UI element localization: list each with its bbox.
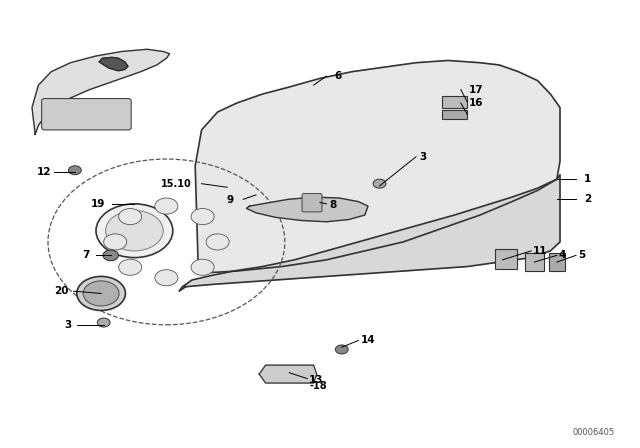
Bar — [442, 110, 467, 119]
Text: 00006405: 00006405 — [572, 428, 614, 437]
Circle shape — [206, 234, 229, 250]
Text: 5: 5 — [578, 250, 585, 260]
Text: 1: 1 — [584, 174, 591, 184]
Text: 14: 14 — [360, 336, 375, 345]
Text: 11: 11 — [533, 246, 548, 256]
Text: -18: -18 — [309, 381, 327, 391]
Circle shape — [104, 234, 127, 250]
Text: 4: 4 — [559, 250, 566, 260]
Text: 19: 19 — [92, 199, 106, 209]
Polygon shape — [99, 57, 128, 71]
Text: 2: 2 — [584, 194, 591, 204]
Circle shape — [373, 179, 386, 188]
Text: 17: 17 — [468, 85, 483, 95]
Text: 3: 3 — [65, 320, 72, 330]
Polygon shape — [195, 60, 560, 273]
Circle shape — [118, 208, 141, 224]
Polygon shape — [246, 197, 368, 222]
Circle shape — [106, 211, 163, 251]
Circle shape — [77, 276, 125, 310]
Text: 6: 6 — [334, 71, 341, 81]
Circle shape — [118, 259, 141, 276]
Circle shape — [68, 166, 81, 175]
Bar — [549, 253, 565, 271]
Circle shape — [83, 281, 119, 306]
Text: 8: 8 — [330, 200, 337, 210]
Text: 12: 12 — [36, 168, 51, 177]
Text: 16: 16 — [468, 98, 483, 108]
Text: 9: 9 — [227, 195, 234, 205]
Polygon shape — [179, 175, 560, 291]
Polygon shape — [32, 49, 170, 134]
Bar — [525, 253, 544, 271]
Circle shape — [103, 250, 118, 261]
FancyBboxPatch shape — [302, 194, 322, 212]
Text: 20: 20 — [54, 286, 69, 296]
FancyBboxPatch shape — [42, 99, 131, 130]
Circle shape — [155, 270, 178, 286]
Circle shape — [96, 204, 173, 258]
Text: 15.10: 15.10 — [161, 179, 192, 189]
Circle shape — [335, 345, 348, 354]
Text: 7: 7 — [82, 250, 90, 260]
Polygon shape — [259, 365, 317, 383]
Bar — [495, 249, 517, 269]
Bar — [442, 96, 467, 108]
Circle shape — [191, 208, 214, 224]
Circle shape — [155, 198, 178, 214]
Circle shape — [191, 259, 214, 276]
Circle shape — [97, 318, 110, 327]
Text: 13: 13 — [309, 375, 324, 385]
Text: 3: 3 — [419, 152, 426, 162]
